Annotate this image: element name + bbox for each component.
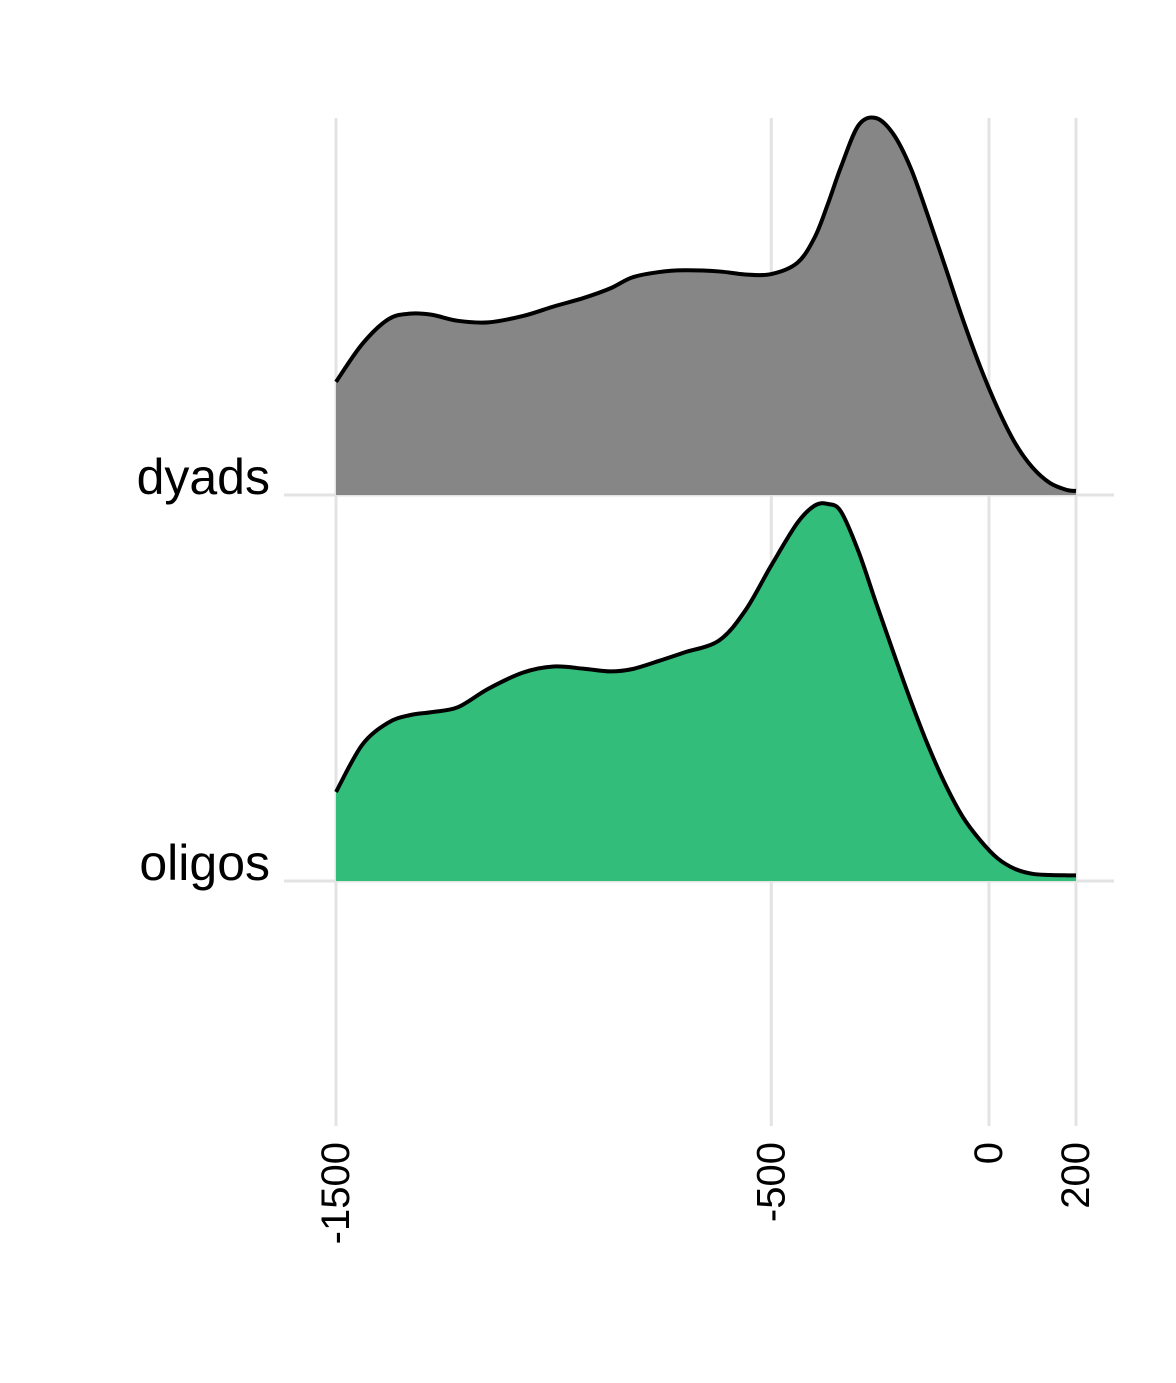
ridges <box>334 115 1077 881</box>
x-tick-label: 200 <box>1054 1142 1098 1209</box>
ridge-outline-dyads <box>334 115 1077 493</box>
category-labels: dyads oligos <box>137 449 270 891</box>
ridge-outline-oligos <box>334 501 1077 878</box>
ridge-fill-oligos <box>336 503 1076 881</box>
x-tick-label: -1500 <box>314 1142 358 1244</box>
x-tick-label: 0 <box>967 1142 1011 1164</box>
category-label-dyads: dyads <box>137 449 270 505</box>
x-tick-labels: -1500 -500 0 200 <box>314 1142 1098 1244</box>
category-label-oligos: oligos <box>139 835 270 891</box>
x-tick-label: -500 <box>749 1142 793 1222</box>
ridge-fill-dyads <box>336 117 1076 495</box>
